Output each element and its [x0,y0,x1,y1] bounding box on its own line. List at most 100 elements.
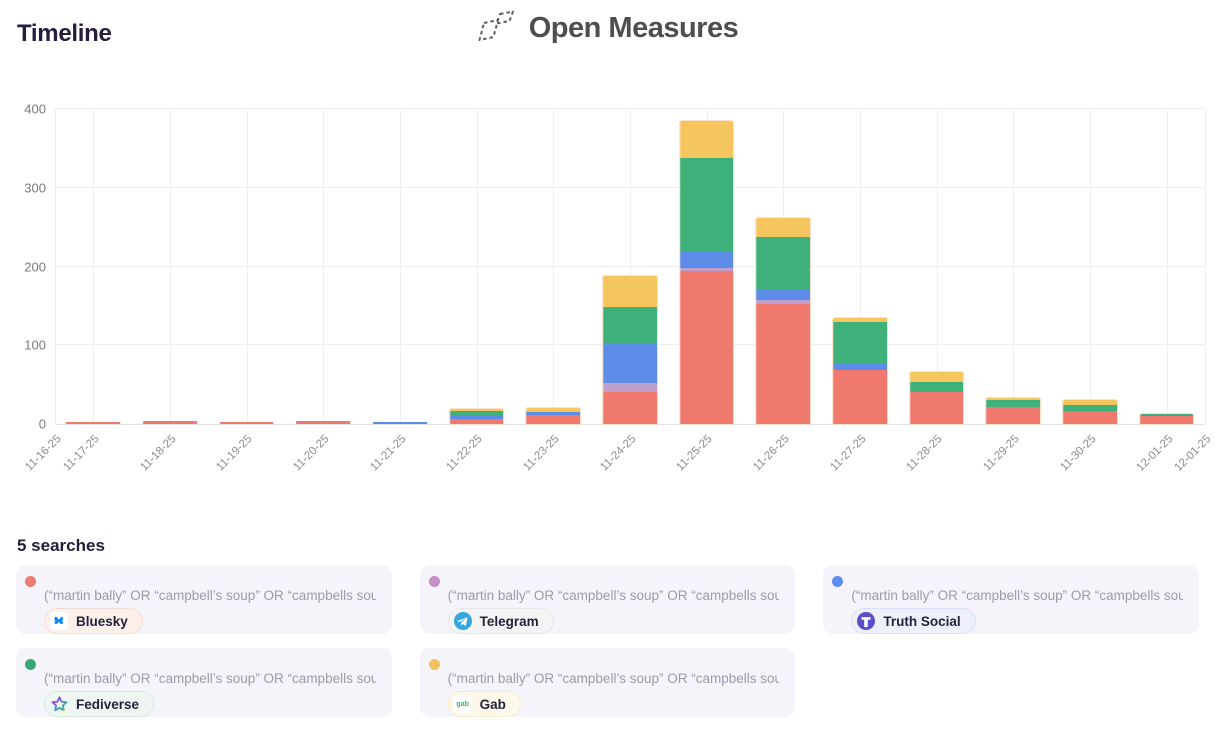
bar-segment [449,409,504,412]
v-gridline [630,110,631,424]
bar-segment [909,372,964,382]
search-card-gab[interactable]: (“martin bally” OR “campbell’s soup” OR … [419,648,796,717]
page-title: Timeline [17,20,112,47]
bar-segment [986,406,1041,424]
open-measures-logo-icon [477,8,519,49]
y-tick-label: 300 [24,180,46,196]
x-tick-label: 11-21-25 [368,433,409,474]
series-color-dot [25,576,36,587]
bar-segment [1139,416,1194,424]
search-card-truth-social[interactable]: (“martin bally” OR “campbell’s soup” OR … [823,565,1199,634]
bar-segment [66,422,121,424]
bar-segment [1063,405,1117,412]
bar-segment [679,120,734,158]
v-gridline [1205,110,1206,424]
v-gridline [400,110,401,424]
series-color-dot [25,659,36,670]
v-gridline [1166,110,1168,424]
platform-badge: Telegram [447,608,554,634]
bar-segment [833,370,887,424]
bar-segment [603,391,657,424]
bar-segment [986,400,1041,407]
bluesky-icon [50,612,68,630]
x-tick-label: 11-19-25 [214,433,256,474]
bar-segment [449,418,504,424]
stacked-bar[interactable] [373,422,427,424]
bar-segment [756,303,811,424]
bar-segment [526,412,581,416]
v-gridline [246,110,248,424]
stacked-bar[interactable] [985,397,1042,425]
search-cards-grid: (“martin bally” OR “campbell’s soup” OR … [16,565,1199,717]
y-tick-label: 400 [24,101,46,117]
search-card-telegram[interactable]: (“martin bally” OR “campbell’s soup” OR … [419,565,796,634]
bar-segment [219,422,274,424]
telegram-icon [453,612,472,630]
stacked-bar[interactable] [219,422,274,424]
stacked-bar[interactable] [678,119,735,426]
stacked-bar[interactable] [755,216,812,426]
stacked-bar[interactable] [296,420,351,424]
x-tick-label: 11-18-25 [138,433,179,474]
platform-label: Fediverse [76,696,140,712]
stacked-bar[interactable] [66,422,121,424]
bar-segment [679,157,734,251]
x-axis: 11-16-25 11-17-25 11-18-25 11-19-25 11-20-25… [23,433,1213,493]
platform-badge: Truth Social [851,608,976,634]
stacked-bar[interactable] [1138,412,1195,426]
bar-segment [679,250,734,269]
x-tick-label: 11-17-25 [61,433,102,474]
bar-segment [526,415,581,424]
stacked-bar[interactable] [448,408,505,425]
bar-segment [833,317,887,323]
bar-segment [679,271,734,424]
v-gridline [936,110,938,424]
x-tick-label: 11-28-25 [904,433,946,474]
series-color-dot [832,576,844,587]
search-card-bluesky[interactable]: (“martin bally” OR “campbell’s soup” OR … [16,565,392,634]
x-tick-label: 11-30-25 [1058,433,1099,474]
bar-segment [449,411,504,417]
bar-segment [1063,411,1117,424]
brand-name: Open Measures [528,12,739,44]
x-tick-label: 11-16-25 [23,433,64,474]
x-tick-label: 12-01-25 [1134,433,1176,475]
bar-segment [143,420,197,424]
brand: Open Measures [0,8,1215,49]
timeline-chart: 0 100 200 300 400 11-16-25 11-17-25 11-18-25 11-… [23,102,1213,475]
v-gridline [860,110,861,424]
x-tick-label: 11-20-25 [291,433,332,474]
v-gridline [170,110,171,424]
v-gridline [1013,110,1015,424]
bar-segment [1063,399,1117,406]
bar-segment [833,364,887,371]
stacked-bar[interactable] [908,371,965,425]
bar-segment [833,322,887,365]
stacked-bar[interactable] [1062,398,1118,426]
search-query-text: (“martin bally” OR “campbell’s soup” OR … [44,671,376,686]
x-tick-label: 12-01-25 [1172,433,1214,475]
y-tick-label: 200 [24,259,46,274]
bar-segment [756,299,811,304]
bar-segment [909,381,964,392]
series-color-dot [428,659,440,670]
bar-segment [909,391,964,424]
search-card-fediverse[interactable]: (“martin bally” OR “campbell’s soup” OR … [16,648,392,717]
stacked-bar[interactable] [525,406,582,426]
x-tick-label: 11-25-25 [674,433,716,474]
platform-badge: Bluesky [44,608,143,634]
truth-social-icon [857,612,876,630]
bar-segment [526,407,581,413]
stacked-bar[interactable] [832,316,888,426]
gab-icon: gab [453,695,472,713]
stacked-bar[interactable] [602,274,658,426]
bar-segment [603,383,657,392]
stacked-bar[interactable] [143,420,197,424]
v-gridline [323,110,325,424]
bar-segment [986,398,1041,401]
bar-segment [1139,413,1194,417]
bar-segment [449,416,504,419]
h-gridline [55,108,1205,109]
bar-segment [603,306,657,344]
v-gridline [1090,110,1091,424]
